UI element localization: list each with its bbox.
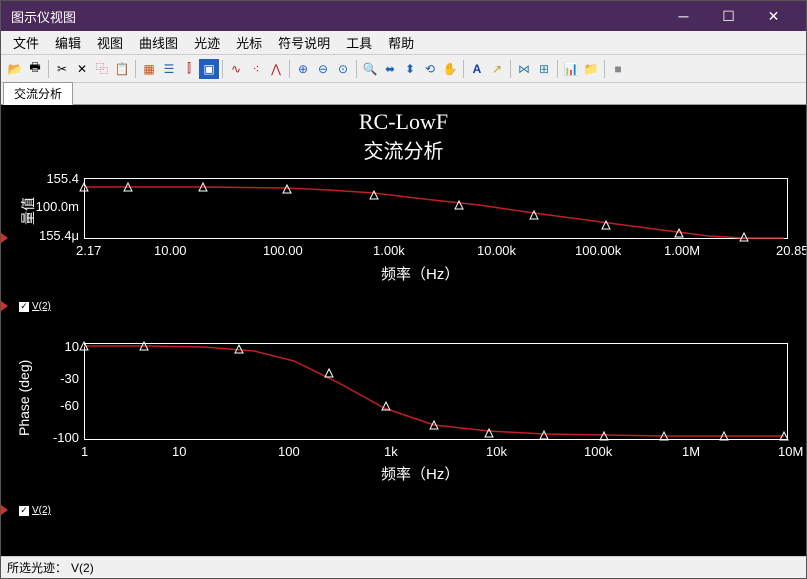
- print-icon[interactable]: 🖶: [25, 59, 45, 79]
- separator: [557, 60, 558, 78]
- plot-area[interactable]: RC-LowF 交流分析 量值 155.4 100.0m 155.4μ 2.17…: [1, 105, 806, 556]
- separator: [48, 60, 49, 78]
- separator: [510, 60, 511, 78]
- chart2-xlabel: 频率（Hz）: [381, 463, 459, 484]
- separator: [604, 60, 605, 78]
- grid-icon[interactable]: ▦: [139, 59, 159, 79]
- chart2-xtick-7: 10M: [778, 444, 803, 459]
- red-marker-2: [1, 505, 8, 515]
- window-controls: ─ ☐ ✕: [661, 1, 796, 31]
- text-icon[interactable]: A: [467, 59, 487, 79]
- stop-icon[interactable]: ■: [608, 59, 628, 79]
- chart2-xtick-4: 10k: [486, 444, 507, 459]
- close-button[interactable]: ✕: [751, 1, 796, 31]
- zoom-out-icon[interactable]: ⊖: [313, 59, 333, 79]
- menubar: 文件 编辑 视图 曲线图 光迹 光标 符号说明 工具 帮助: [1, 31, 806, 55]
- trace2-label[interactable]: ✓ V(2): [19, 505, 51, 516]
- status-label: 所选光迹：: [7, 559, 67, 576]
- copy-icon[interactable]: ⿻: [92, 59, 112, 79]
- trace2-checkbox[interactable]: ✓: [19, 506, 29, 516]
- menu-edit[interactable]: 编辑: [47, 31, 89, 54]
- menu-plot[interactable]: 曲线图: [131, 31, 186, 54]
- separator: [289, 60, 290, 78]
- cursor1-icon[interactable]: ⋈: [514, 59, 534, 79]
- maximize-button[interactable]: ☐: [706, 1, 751, 31]
- chart2-xtick-5: 100k: [584, 444, 612, 459]
- tab-ac-analysis[interactable]: 交流分析: [3, 82, 73, 105]
- zoom-x-icon[interactable]: ⬌: [380, 59, 400, 79]
- layout-icon[interactable]: ▣: [199, 59, 219, 79]
- menu-cursor[interactable]: 光标: [228, 31, 270, 54]
- annotate-icon[interactable]: ↗: [487, 59, 507, 79]
- cursor2-icon[interactable]: ⊞: [534, 59, 554, 79]
- zoom-in-icon[interactable]: ⊕: [293, 59, 313, 79]
- wave-icon[interactable]: ∿: [226, 59, 246, 79]
- tabbar: 交流分析: [1, 83, 806, 105]
- menu-view[interactable]: 视图: [89, 31, 131, 54]
- chart2-xtick-0: 1: [81, 444, 88, 459]
- chart2-xtick-3: 1k: [384, 444, 398, 459]
- settings-icon[interactable]: 📁: [581, 59, 601, 79]
- menu-legend[interactable]: 符号说明: [270, 31, 338, 54]
- menu-file[interactable]: 文件: [5, 31, 47, 54]
- zoom-area-icon[interactable]: 🔍: [360, 59, 380, 79]
- chart2-ytick-0: 10: [65, 339, 79, 354]
- scale-icon[interactable]: ⫿: [179, 59, 199, 79]
- export-icon[interactable]: 📊: [561, 59, 581, 79]
- list-icon[interactable]: ☰: [159, 59, 179, 79]
- trace2-name: V(2): [32, 505, 51, 516]
- delete-icon[interactable]: ✕: [72, 59, 92, 79]
- titlebar[interactable]: 图示仪视图 ─ ☐ ✕: [1, 1, 806, 31]
- toolbar: 📂 🖶 ✂ ✕ ⿻ 📋 ▦ ☰ ⫿ ▣ ∿ ⁖ ⋀ ⊕ ⊖ ⊙ 🔍 ⬌ ⬍ ⟲ …: [1, 55, 806, 83]
- chart2-ytick-1: -30: [60, 371, 79, 386]
- menu-trace[interactable]: 光迹: [186, 31, 228, 54]
- chart2-ytick-2: -60: [60, 398, 79, 413]
- separator: [222, 60, 223, 78]
- chart2-xtick-1: 10: [172, 444, 186, 459]
- pan-icon[interactable]: ✋: [440, 59, 460, 79]
- cut-icon[interactable]: ✂: [52, 59, 72, 79]
- separator: [356, 60, 357, 78]
- zoom-y-icon[interactable]: ⬍: [400, 59, 420, 79]
- app-window: 图示仪视图 ─ ☐ ✕ 文件 编辑 视图 曲线图 光迹 光标 符号说明 工具 帮…: [0, 0, 807, 579]
- scatter-icon[interactable]: ⁖: [246, 59, 266, 79]
- window-title: 图示仪视图: [11, 7, 661, 26]
- chart2-ytick-3: -100: [53, 430, 79, 445]
- open-icon[interactable]: 📂: [5, 59, 25, 79]
- chart2-xtick-6: 1M: [682, 444, 700, 459]
- status-value: V(2): [71, 561, 94, 575]
- menu-help[interactable]: 帮助: [380, 31, 422, 54]
- line-icon[interactable]: ⋀: [266, 59, 286, 79]
- chart2-ylabel: Phase (deg): [16, 346, 32, 436]
- minimize-button[interactable]: ─: [661, 1, 706, 31]
- zoom-reset-icon[interactable]: ⟲: [420, 59, 440, 79]
- menu-tools[interactable]: 工具: [338, 31, 380, 54]
- zoom-fit-icon[interactable]: ⊙: [333, 59, 353, 79]
- chart2-xtick-2: 100: [278, 444, 300, 459]
- paste-icon[interactable]: 📋: [112, 59, 132, 79]
- separator: [463, 60, 464, 78]
- statusbar: 所选光迹： V(2): [1, 556, 806, 578]
- separator: [135, 60, 136, 78]
